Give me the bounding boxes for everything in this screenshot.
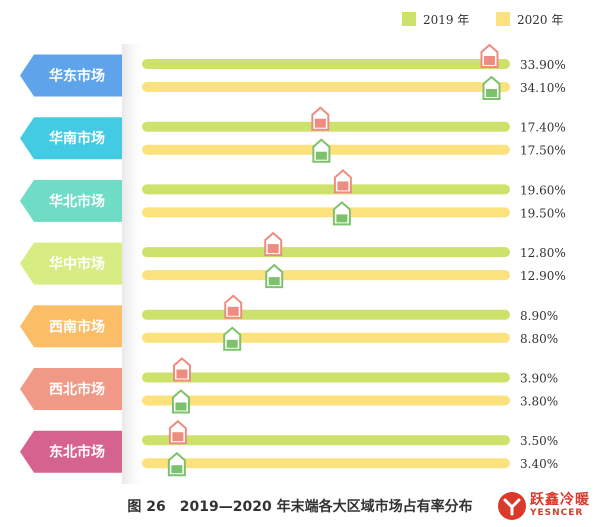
value-marker-fill xyxy=(336,214,348,223)
category-label: 东北市场 xyxy=(49,444,105,461)
value-label: 3.50% xyxy=(520,434,558,448)
legend-swatch xyxy=(496,12,510,26)
value-label: 8.90% xyxy=(520,309,558,323)
value-marker-fill xyxy=(176,369,188,379)
category-tag xyxy=(20,54,122,97)
value-bar xyxy=(142,372,510,383)
value-bar xyxy=(142,270,510,281)
figure-caption: 图 26 2019—2020 年末端各大区域市场占有率分布 xyxy=(127,499,473,515)
value-marker-fill xyxy=(267,244,279,254)
legend-item: 2019 年 xyxy=(402,12,469,27)
value-marker-fill xyxy=(268,277,280,286)
value-marker-fill xyxy=(172,432,184,442)
brand-logo: 跃鑫冷暖 YESNCER xyxy=(497,487,597,525)
legend-item: 2020 年 xyxy=(496,12,563,27)
category-tag xyxy=(20,305,122,348)
category-tag xyxy=(20,368,122,410)
logo-name-en: YESNCER xyxy=(530,508,584,518)
value-bar xyxy=(142,59,510,69)
value-marker-fill xyxy=(486,89,498,97)
category-label: 西北市场 xyxy=(49,381,105,398)
value-label: 17.40% xyxy=(520,121,566,135)
value-bar xyxy=(142,395,510,406)
value-bar xyxy=(142,458,510,469)
legend-swatch xyxy=(402,12,416,26)
value-label: 19.50% xyxy=(520,206,566,220)
value-bar xyxy=(142,309,510,320)
value-marker-fill xyxy=(227,306,239,316)
value-bar xyxy=(142,184,510,195)
value-bar xyxy=(142,207,510,218)
category-tag xyxy=(20,117,122,160)
value-label: 33.90% xyxy=(520,58,566,72)
shadow-band xyxy=(122,44,146,484)
category-label: 华南市场 xyxy=(49,130,105,147)
legend-label: 2020 年 xyxy=(517,13,563,27)
value-label: 12.90% xyxy=(520,269,566,283)
category-label: 华北市场 xyxy=(49,193,105,210)
value-bar xyxy=(142,247,510,258)
value-label: 8.80% xyxy=(520,332,558,346)
category-tag xyxy=(20,430,122,473)
value-marker-fill xyxy=(483,56,495,65)
category-label: 西南市场 xyxy=(49,318,105,335)
value-label: 3.90% xyxy=(520,372,558,386)
category-tag xyxy=(20,179,122,222)
category-tag xyxy=(20,242,122,285)
logo-name-cn: 跃鑫冷暖 xyxy=(530,492,590,508)
value-marker-fill xyxy=(226,339,238,348)
value-marker-fill xyxy=(337,181,349,191)
value-label: 17.50% xyxy=(520,144,566,158)
value-marker-fill xyxy=(171,465,183,474)
value-marker-fill xyxy=(315,151,327,160)
value-marker-fill xyxy=(314,118,326,128)
value-bar xyxy=(142,82,510,92)
value-label: 3.40% xyxy=(520,457,558,471)
value-label: 3.80% xyxy=(520,395,558,409)
category-label: 华东市场 xyxy=(49,68,105,85)
value-marker-fill xyxy=(175,402,187,411)
value-label: 12.80% xyxy=(520,246,566,260)
value-bar xyxy=(142,332,510,343)
category-label: 华中市场 xyxy=(49,256,105,273)
value-label: 34.10% xyxy=(520,81,566,95)
logo-mark-icon xyxy=(498,492,526,520)
legend-label: 2019 年 xyxy=(423,13,469,27)
value-label: 19.60% xyxy=(520,183,566,197)
value-bar xyxy=(142,435,510,446)
